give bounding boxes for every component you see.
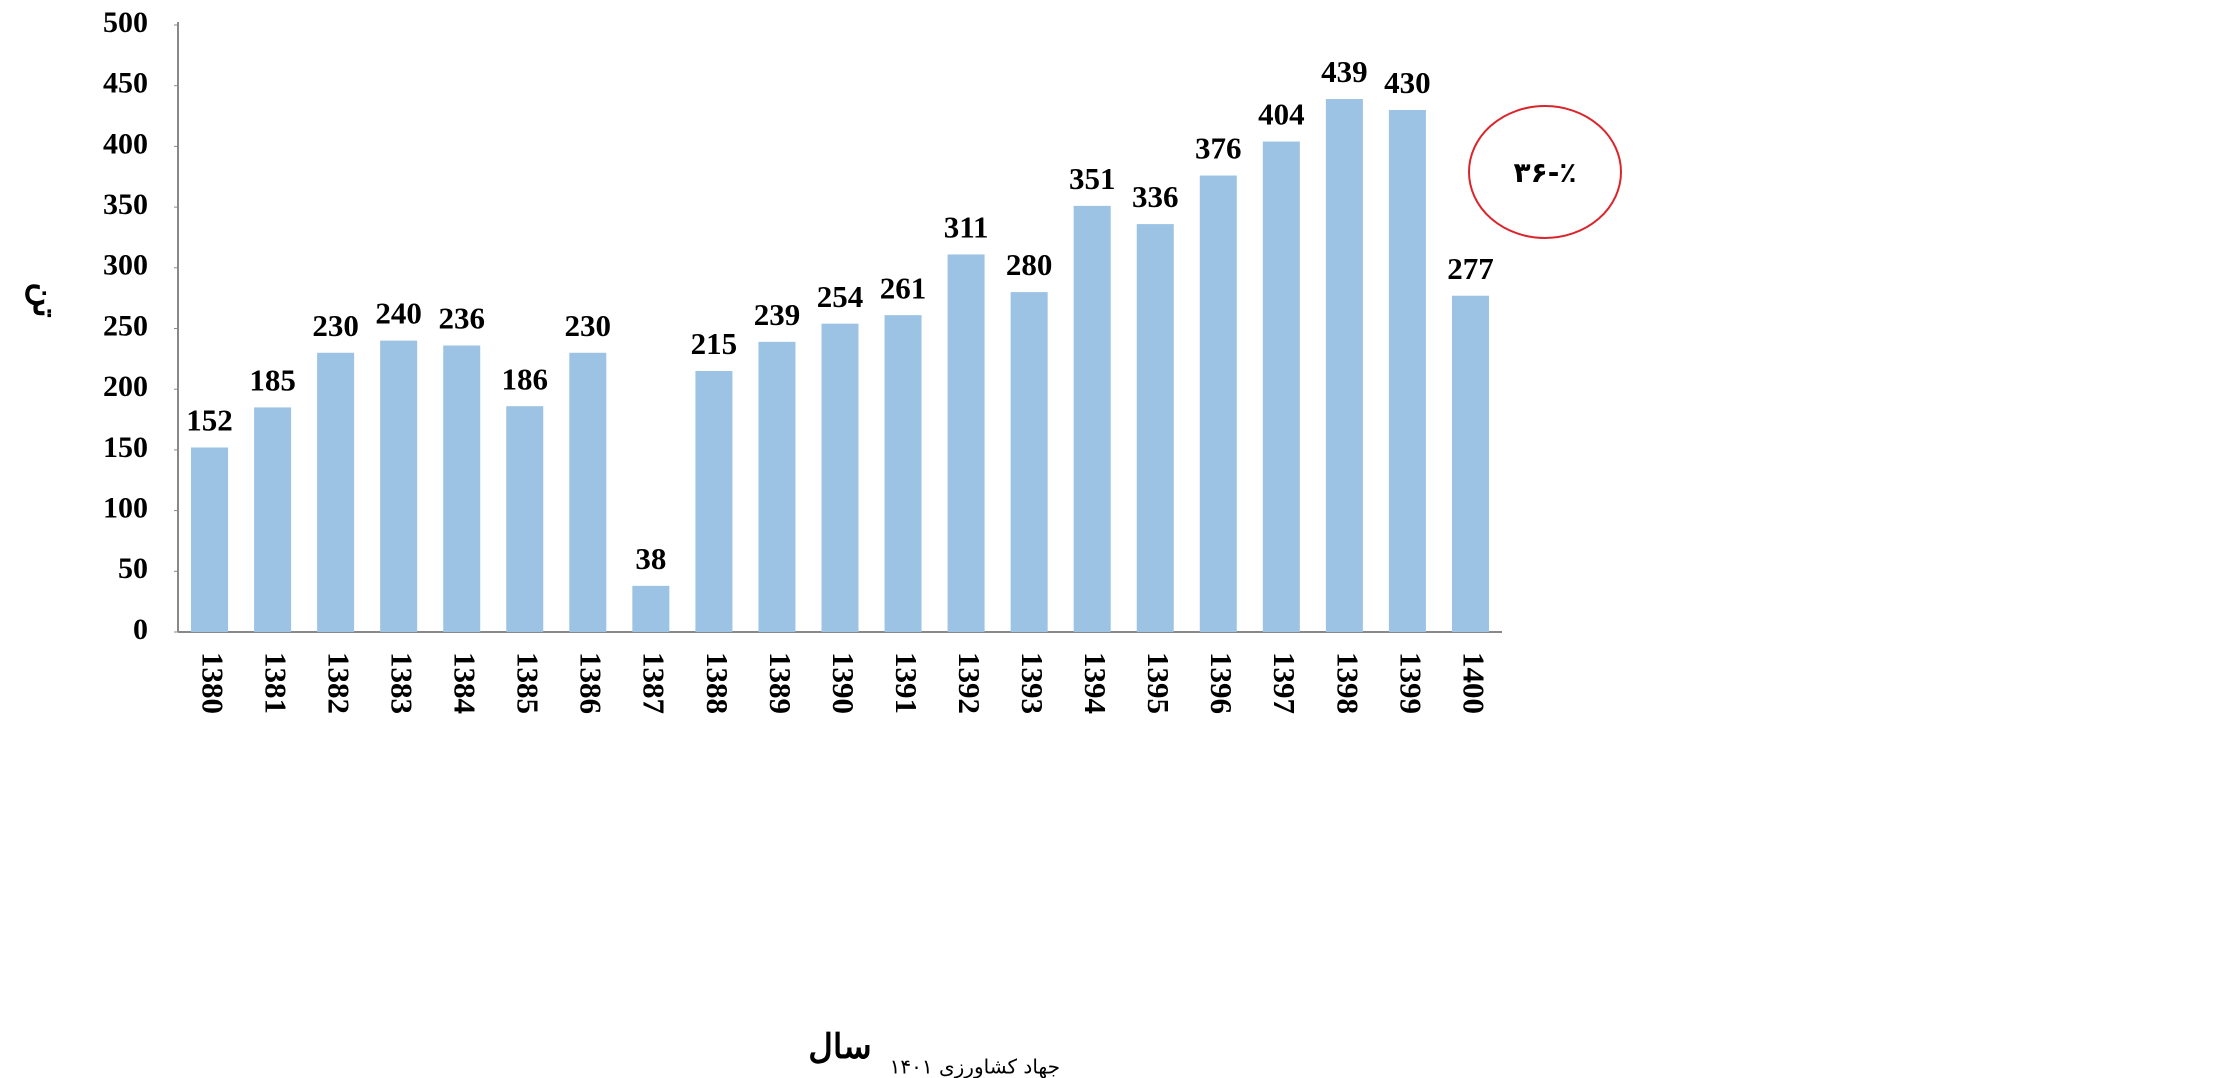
x-tick-label: 1381 <box>258 652 293 714</box>
y-tick-label: 0 <box>133 613 148 646</box>
data-label: 261 <box>880 270 927 305</box>
data-label: 376 <box>1195 131 1242 166</box>
bar <box>1325 99 1363 632</box>
bar <box>1136 224 1174 632</box>
data-label: 230 <box>312 308 359 343</box>
bar <box>1262 141 1300 632</box>
x-tick-label: 1388 <box>700 652 735 714</box>
data-label: 351 <box>1069 161 1116 196</box>
data-label: 404 <box>1258 97 1305 132</box>
y-tick-label: 450 <box>103 67 148 100</box>
data-label: 185 <box>249 363 296 398</box>
x-tick-label: 1390 <box>826 652 861 714</box>
bar <box>1199 175 1237 632</box>
data-label: 311 <box>944 210 989 245</box>
bar <box>569 352 607 632</box>
bar <box>1010 292 1048 632</box>
data-label: 277 <box>1447 251 1494 286</box>
data-label: 186 <box>502 361 549 396</box>
bar <box>1388 109 1426 633</box>
x-tick-label: 1399 <box>1393 652 1428 714</box>
data-label: 336 <box>1132 179 1179 214</box>
x-tick-label: 1398 <box>1330 652 1365 714</box>
bar <box>695 370 733 632</box>
x-tick-label: 1394 <box>1078 652 1113 714</box>
annotation-circle <box>1468 105 1622 239</box>
x-tick-label: 1396 <box>1204 652 1239 714</box>
data-label: 215 <box>691 326 738 361</box>
annotation: ٪-۳۶ <box>1514 156 1577 189</box>
data-label: 280 <box>1006 247 1053 282</box>
data-label: 38 <box>635 541 666 576</box>
bar <box>317 352 355 632</box>
x-tick-label: 1389 <box>763 652 798 714</box>
data-label: 254 <box>817 279 864 314</box>
x-tick-label: 1400 <box>1456 652 1491 714</box>
x-tick-label: 1385 <box>511 652 546 714</box>
bar <box>254 407 292 632</box>
bar <box>758 341 796 632</box>
y-tick-label: 350 <box>103 188 148 221</box>
source: جهاد کشاورزی ۱۴۰۱ <box>890 1055 1060 1078</box>
data-label: 239 <box>754 297 801 332</box>
y-axis-label: تن <box>25 282 63 317</box>
x-tick-label: 1382 <box>322 652 357 714</box>
bar <box>380 340 418 632</box>
data-label: 236 <box>438 301 485 336</box>
y-tick-label: 300 <box>103 249 148 282</box>
data-label: 430 <box>1384 65 1431 100</box>
x-tick-label: 1386 <box>574 652 609 714</box>
bar <box>1073 205 1111 633</box>
y-tick-label: 50 <box>118 552 148 585</box>
bar <box>632 585 670 632</box>
bar <box>884 315 922 632</box>
bar <box>443 345 481 632</box>
data-label: 230 <box>565 308 612 343</box>
y-tick-label: 500 <box>103 6 148 39</box>
x-tick-label: 1380 <box>195 652 230 714</box>
data-label: 439 <box>1321 54 1368 89</box>
y-tick-label: 400 <box>103 127 148 160</box>
bar <box>1451 295 1489 632</box>
x-tick-label: 1387 <box>637 652 672 714</box>
x-tick-label: 1383 <box>385 652 420 714</box>
data-label: 152 <box>186 403 233 438</box>
x-tick-label: 1384 <box>448 652 483 714</box>
y-tick-label: 150 <box>103 431 148 464</box>
y-tick-label: 200 <box>103 370 148 403</box>
data-label: 240 <box>375 296 422 331</box>
x-tick-label: 1393 <box>1015 652 1050 714</box>
x-tick-label: 1397 <box>1267 652 1302 714</box>
x-tick-label: 1392 <box>952 652 987 714</box>
x-tick-label: 1395 <box>1141 652 1176 714</box>
bar <box>191 447 229 632</box>
x-tick-label: 1391 <box>889 652 924 714</box>
y-tick-label: 100 <box>103 491 148 524</box>
bar <box>947 254 985 633</box>
bar <box>821 323 859 632</box>
y-tick-label: 250 <box>103 309 148 342</box>
x-axis-label: سال <box>808 1029 872 1066</box>
bar <box>506 406 544 632</box>
